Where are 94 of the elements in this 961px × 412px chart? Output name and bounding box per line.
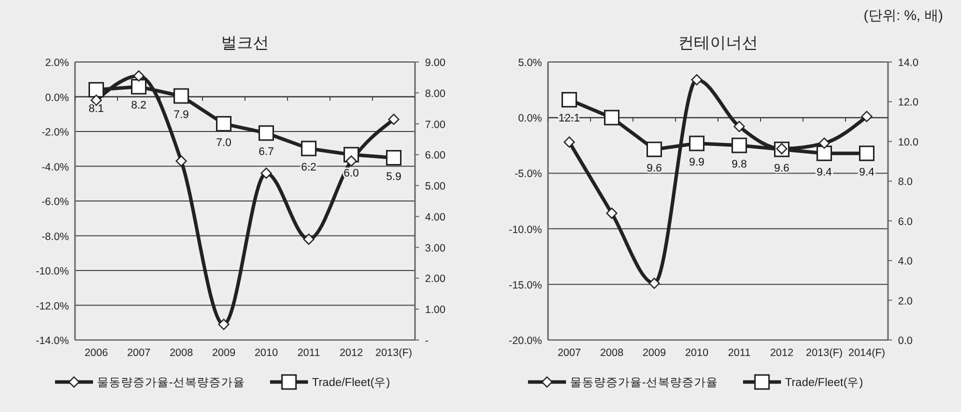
y2-tick-label: 4.00: [425, 211, 446, 224]
x-tick-label: 2011: [728, 347, 751, 359]
point: [648, 278, 660, 289]
y2-tick-label: 8.0: [898, 176, 913, 188]
data-label: 7.9: [174, 108, 189, 121]
x-tick-label: 2006: [84, 347, 108, 359]
point: [816, 146, 832, 162]
data-label: 9.8: [732, 158, 747, 170]
point: [689, 136, 704, 152]
legend-label: 물동량증가율-선복량증가율: [97, 377, 245, 389]
x-tick-label: 2010: [254, 347, 278, 359]
y-tick-label: 0.0%: [45, 92, 69, 104]
y2-tick-label: -: [425, 335, 429, 347]
point: [174, 88, 189, 104]
point: [346, 155, 357, 167]
y2-tick-label: 4.0: [898, 256, 913, 268]
y-tick-label: 0.0%: [518, 112, 542, 125]
point: [88, 82, 104, 98]
point: [564, 136, 575, 148]
y2-tick-label: 2.00: [425, 273, 446, 286]
chart-title: 벌크선: [221, 35, 269, 52]
point: [606, 208, 618, 219]
point: [732, 138, 747, 154]
y-tick-label: -12.0%: [36, 300, 69, 312]
data-label: 9.6: [774, 162, 790, 174]
x-tick-label: 2010: [685, 347, 709, 359]
x-tick-label: 2007: [127, 347, 151, 359]
data-label: 8.1: [88, 102, 104, 115]
x-tick-label: 2009: [642, 347, 666, 359]
point: [861, 110, 872, 122]
y2-tick-label: 9.00: [425, 57, 446, 69]
point: [216, 116, 232, 132]
x-tick-label: 2008: [170, 347, 194, 359]
x-tick-label: 2011: [297, 347, 320, 359]
x-tick-label: 2013(F): [806, 347, 843, 359]
y2-tick-label: 6.00: [425, 150, 446, 162]
point: [562, 92, 577, 108]
data-label: 7.0: [216, 136, 232, 149]
y2-tick-label: 7.00: [425, 118, 446, 131]
y2-tick-label: 6.0: [898, 216, 913, 228]
point: [176, 155, 187, 167]
point: [734, 120, 745, 132]
y-tick-label: -10.0%: [36, 266, 69, 278]
point: [646, 142, 662, 158]
point: [301, 140, 316, 156]
legend-label: 물동량증가율-선복량증가율: [570, 377, 718, 389]
x-tick-label: 2012: [770, 347, 794, 359]
y2-tick-label: 5.00: [425, 180, 446, 193]
point: [133, 70, 144, 82]
y2-tick-label: 2.0: [898, 295, 913, 308]
y-tick-label: 5.0%: [518, 57, 542, 69]
data-label: 9.6: [646, 162, 662, 174]
y-tick-label: -4.0%: [42, 161, 69, 174]
x-tick-label: 2012: [340, 347, 364, 359]
y-tick-label: -5.0%: [514, 168, 542, 180]
point: [818, 138, 830, 149]
point: [218, 318, 230, 330]
x-tick-label: 2014(F): [848, 347, 886, 359]
point: [604, 110, 620, 126]
legend-label: Trade/Fleet(우): [785, 377, 864, 389]
y-tick-label: -14.0%: [36, 335, 69, 347]
point: [386, 150, 402, 166]
y-tick-label: 2.0%: [45, 57, 69, 69]
data-label: 5.9: [386, 170, 402, 183]
y-tick-label: -10.0%: [508, 224, 542, 236]
y-tick-label: -2.0%: [42, 126, 69, 138]
y2-tick-label: 3.00: [425, 242, 446, 254]
y2-tick-label: 14.0: [898, 57, 919, 69]
y2-tick-label: 1.00: [425, 304, 446, 316]
y-tick-label: -8.0%: [42, 230, 69, 243]
point: [258, 125, 274, 141]
x-tick-label: 2007: [558, 347, 582, 359]
point: [691, 74, 702, 86]
data-label: 8.2: [131, 100, 146, 112]
point: [388, 114, 400, 125]
point: [131, 78, 146, 94]
text: (단위: %, 배): [864, 7, 943, 23]
x-tick-label: 2009: [212, 347, 236, 359]
y-tick-label: -15.0%: [508, 279, 542, 292]
y-tick-label: -20.0%: [508, 335, 542, 347]
y-tick-label: -6.0%: [42, 196, 69, 208]
point: [303, 234, 314, 245]
data-label: 6.7: [258, 146, 274, 158]
data-label: 9.9: [689, 156, 704, 168]
y2-tick-label: 10.0: [898, 136, 919, 148]
legend-label: Trade/Fleet(우): [312, 377, 390, 389]
x-tick-label: 2013(F): [375, 347, 412, 359]
y2-tick-label: 0.0: [898, 335, 913, 347]
point: [260, 168, 272, 179]
chart-title: 컨테이너선: [678, 35, 758, 52]
y2-tick-label: 12.0: [898, 96, 919, 109]
y2-tick-label: 8.00: [425, 88, 446, 100]
x-tick-label: 2008: [600, 347, 624, 359]
point: [859, 146, 874, 162]
